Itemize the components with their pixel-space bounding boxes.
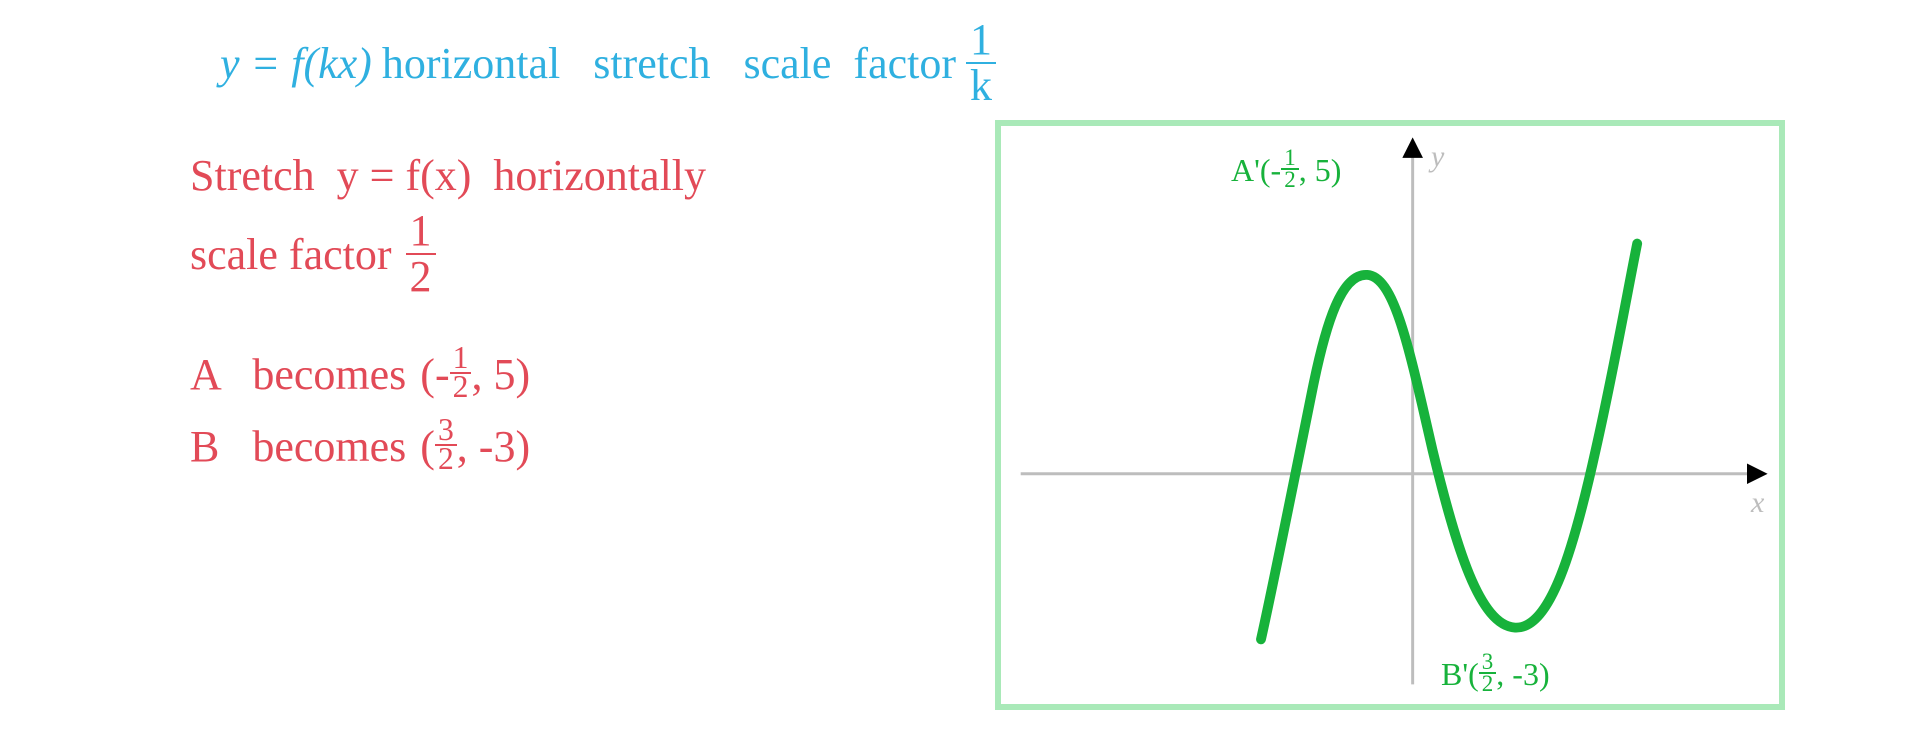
point-a-line: A becomes (- 1 2 , 5): [190, 347, 890, 403]
point-b-prime-label: B'( 3 2 , -3): [1441, 654, 1550, 695]
point-b-frac: 3 2: [435, 417, 457, 473]
y-axis-label: y: [1431, 140, 1444, 174]
left-column: Stretch y = f(x) horizontally scale fact…: [190, 150, 890, 475]
point-a-open: (-: [420, 349, 449, 400]
label-a-prefix: A'(-: [1231, 152, 1281, 189]
label-a-suffix: , 5): [1299, 152, 1342, 189]
point-b-line: B becomes ( 3 2 , -3): [190, 419, 890, 475]
title-equation: y = f(kx): [220, 38, 372, 89]
stretch-statement-line1: Stretch y = f(x) horizontally: [190, 150, 890, 201]
title-fraction: 1 k: [966, 18, 996, 108]
label-b-frac: 3 2: [1479, 652, 1497, 693]
title-words: horizontal stretch scale factor: [382, 38, 956, 89]
point-a-prime-label: A'(- 1 2 , 5): [1231, 150, 1341, 191]
point-b-close: , -3): [457, 421, 530, 472]
graph-panel: A'(- 1 2 , 5) B'( 3 2 , -3) x y: [995, 120, 1785, 710]
point-a-close: , 5): [471, 349, 530, 400]
label-b-suffix: , -3): [1496, 656, 1549, 693]
scale-factor-fraction: 1 2: [406, 209, 436, 299]
point-b-open: (: [420, 421, 435, 472]
label-b-prefix: B'(: [1441, 656, 1479, 693]
label-a-frac: 1 2: [1281, 148, 1299, 189]
point-a-prefix: A becomes: [190, 349, 406, 400]
cubic-curve: [1261, 244, 1637, 640]
title-line: y = f(kx) horizontal stretch scale facto…: [220, 18, 996, 108]
stretch-statement-line2: scale factor 1 2: [190, 209, 890, 299]
point-b-prefix: B becomes: [190, 421, 406, 472]
graph-svg: [1001, 126, 1779, 704]
scale-factor-prefix: scale factor: [190, 229, 392, 280]
x-axis-label: x: [1751, 486, 1764, 520]
axes: [1021, 146, 1760, 685]
point-a-frac: 1 2: [450, 345, 472, 401]
